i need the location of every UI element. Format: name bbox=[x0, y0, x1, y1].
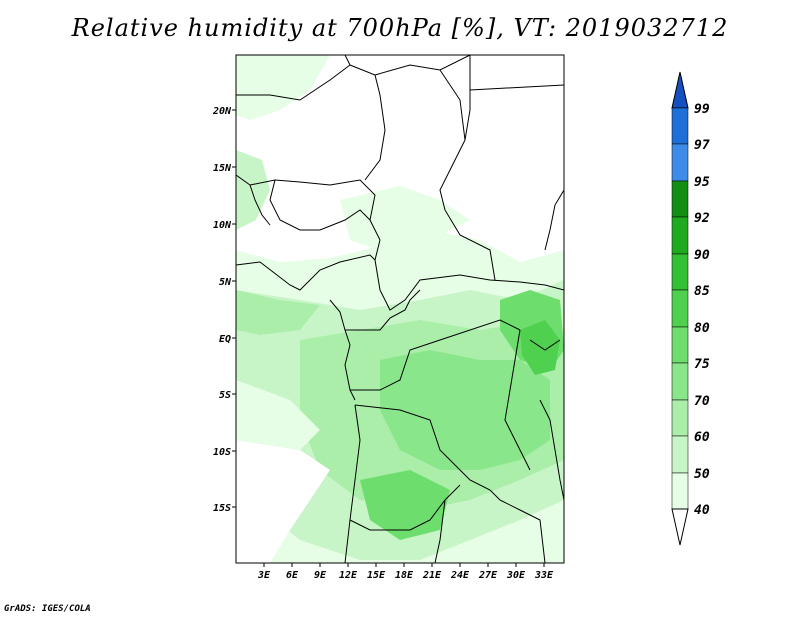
lat-tick-label: 5N bbox=[219, 277, 232, 288]
country-borders bbox=[236, 55, 564, 563]
colorbar-label: 95 bbox=[694, 175, 710, 190]
rh-region-80-lakes bbox=[520, 320, 560, 375]
lat-tick-label: 15N bbox=[213, 163, 232, 174]
rh-region-70-central bbox=[380, 350, 550, 470]
lon-tick-label: 33E bbox=[534, 570, 554, 581]
colorbar-label: 40 bbox=[694, 503, 710, 518]
colorbar-swatch-95 bbox=[671, 143, 689, 182]
colorbar-label: 50 bbox=[694, 467, 710, 482]
colorbar-swatch-50 bbox=[671, 435, 689, 474]
rh-region-dry-sahara bbox=[236, 55, 564, 262]
lon-tick-label: 6E bbox=[286, 570, 299, 581]
rh-region-dry-southwest bbox=[236, 440, 330, 563]
colorbar-swatch-97 bbox=[671, 107, 689, 145]
rh-region-75-south bbox=[360, 470, 450, 540]
colorbar-label: 90 bbox=[694, 248, 710, 263]
lat-tick-marks bbox=[232, 109, 236, 508]
lon-tick-label: 15E bbox=[367, 570, 386, 581]
colorbar-swatch-80 bbox=[671, 289, 689, 328]
colorbar-swatch-70 bbox=[671, 362, 689, 401]
lon-tick-label: 24E bbox=[450, 570, 470, 581]
lon-tick-marks bbox=[263, 563, 545, 567]
map-frame bbox=[235, 54, 565, 564]
colorbar-swatch-92 bbox=[671, 180, 689, 218]
grads-credit: GrADS: IGES/COLA bbox=[4, 604, 91, 614]
colorbar: 99 97 95 92 90 85 80 75 70 60 50 40 bbox=[671, 71, 710, 546]
colorbar-swatch-40 bbox=[671, 472, 689, 510]
lon-tick-label: 27E bbox=[478, 570, 498, 581]
lat-tick-label: EQ bbox=[219, 334, 231, 345]
rh-region-gulf-guinea bbox=[236, 290, 320, 335]
lon-tick-label: 12E bbox=[339, 570, 358, 581]
rh-region-sahel bbox=[340, 186, 470, 250]
rh-region-northwest-coast bbox=[236, 150, 270, 230]
lon-tick-label: 3E bbox=[257, 570, 271, 581]
colorbar-swatch-75 bbox=[671, 326, 689, 364]
rh-region-north-west bbox=[236, 55, 330, 120]
colorbar-label: 97 bbox=[694, 138, 710, 153]
lat-tick-label: 5S bbox=[219, 390, 231, 401]
colorbar-label: 85 bbox=[694, 284, 710, 299]
colorbar-swatch-60 bbox=[671, 399, 689, 437]
colorbar-swatch-85 bbox=[671, 253, 689, 291]
colorbar-top-arrow bbox=[671, 71, 689, 109]
lon-tick-label: 9E bbox=[314, 570, 327, 581]
colorbar-label: 80 bbox=[694, 321, 710, 336]
humidity-field bbox=[236, 55, 564, 563]
colorbar-label: 99 bbox=[694, 102, 710, 117]
lat-tick-label: 15S bbox=[213, 503, 231, 514]
colorbar-label: 60 bbox=[694, 430, 710, 445]
chart-title: Relative humidity at 700hPa [%], VT: 201… bbox=[71, 14, 729, 42]
lon-tick-label: 30E bbox=[506, 570, 526, 581]
lon-tick-label: 18E bbox=[395, 570, 414, 581]
lat-tick-label: 10N bbox=[213, 220, 232, 231]
lat-tick-label: 10S bbox=[213, 447, 231, 458]
lon-axis: 3E 6E 9E 12E 15E 18E 21E 24E 27E 30E 33E bbox=[257, 570, 554, 581]
lat-tick-label: 20N bbox=[212, 106, 232, 117]
colorbar-label: 92 bbox=[694, 211, 710, 226]
lon-tick-label: 21E bbox=[422, 570, 442, 581]
rh-region-southwest-light bbox=[236, 380, 320, 450]
colorbar-label: 75 bbox=[694, 357, 710, 372]
colorbar-swatch-90 bbox=[671, 216, 689, 255]
colorbar-bottom-arrow bbox=[671, 508, 689, 546]
lat-axis: 20N 15N 10N 5N EQ 5S 10S 15S bbox=[212, 106, 232, 514]
colorbar-label: 70 bbox=[694, 394, 710, 409]
